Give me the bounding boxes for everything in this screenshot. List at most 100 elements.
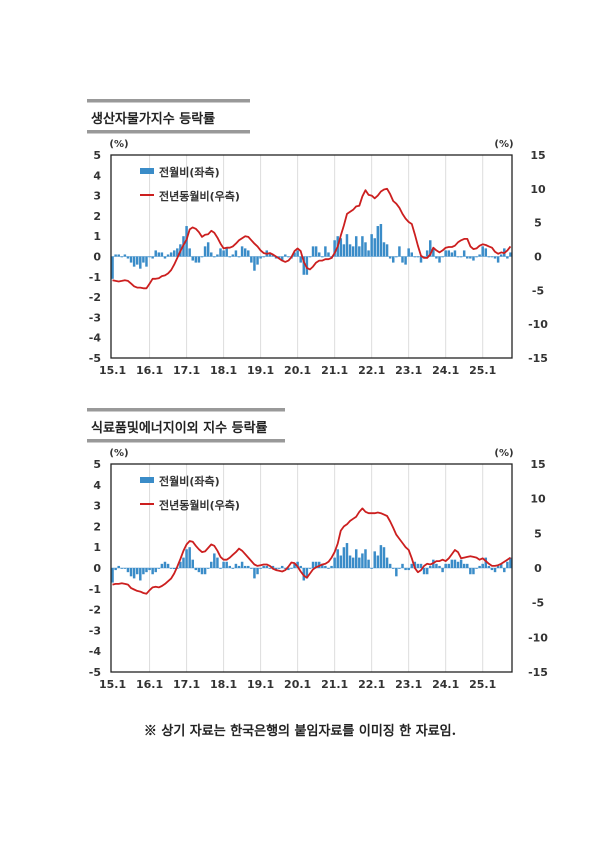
bar-mom <box>240 246 244 257</box>
bar-mom <box>268 568 272 569</box>
bar-mom <box>459 256 463 258</box>
bar-mom <box>176 248 179 257</box>
bar-mom <box>111 256 114 279</box>
left-tick-label: 3 <box>93 190 101 203</box>
bar-mom <box>447 563 451 568</box>
left-tick-label: -5 <box>89 666 101 679</box>
bar-mom <box>333 557 336 568</box>
bar-mom <box>469 568 472 575</box>
bar-mom <box>259 256 262 259</box>
bar-mom <box>179 561 182 568</box>
x-tick-label: 19.1 <box>247 678 274 691</box>
x-tick-label: 21.1 <box>321 364 348 377</box>
bar-mom <box>438 256 441 263</box>
left-tick-label: 3 <box>93 500 101 513</box>
bar-mom <box>256 568 259 575</box>
bar-mom <box>160 563 164 568</box>
right-tick-label: -10 <box>528 631 548 644</box>
bar-mom <box>210 561 213 568</box>
right-tick-label: 15 <box>530 458 545 471</box>
title-rule-top <box>87 408 285 412</box>
right-tick-label: 5 <box>534 527 542 540</box>
bar-mom <box>379 224 383 257</box>
bar-mom <box>191 256 194 261</box>
bar-mom <box>358 557 361 568</box>
x-tick-label: 15.1 <box>99 364 126 377</box>
left-tick-label: -3 <box>89 624 101 637</box>
bar-mom <box>317 252 321 257</box>
bar-mom <box>382 242 386 257</box>
bar-mom <box>388 563 392 568</box>
bar-mom <box>395 568 398 577</box>
right-tick-label: 0 <box>534 251 542 264</box>
bar-mom <box>317 561 321 568</box>
left-tick-label: -4 <box>89 645 102 658</box>
bar-mom <box>509 557 512 568</box>
bar-mom <box>456 561 460 568</box>
bar-mom <box>462 563 466 568</box>
bar-mom <box>139 568 142 581</box>
bar-mom <box>419 563 423 568</box>
bar-mom <box>243 248 247 257</box>
bar-mom <box>216 254 219 257</box>
bar-mom <box>459 559 463 568</box>
bar-mom <box>499 563 503 568</box>
bar-mom <box>216 557 219 568</box>
bar-mom <box>487 565 491 568</box>
bar-mom <box>475 568 478 569</box>
bar-mom <box>231 568 235 569</box>
bar-mom <box>379 545 383 568</box>
bar-mom <box>142 568 145 575</box>
bar-mom <box>472 256 475 261</box>
bar-mom <box>225 248 228 257</box>
bar-mom <box>490 256 494 258</box>
bar-mom <box>336 549 339 568</box>
bar-mom <box>469 256 472 259</box>
legend-label: 전월비(좌측) <box>159 474 220 488</box>
bar-mom <box>132 256 136 267</box>
bar-mom <box>327 568 330 569</box>
bar-mom <box>284 254 287 257</box>
bar-mom <box>200 568 204 575</box>
bar-mom <box>314 561 318 568</box>
legend: 전월비(좌측) 전년동월비(우측) <box>140 165 240 203</box>
bar-mom <box>185 549 188 568</box>
bar-mom <box>194 256 198 263</box>
bar-mom <box>154 250 157 257</box>
bar-mom <box>120 568 124 569</box>
bar-mom <box>401 563 404 568</box>
bar-mom <box>135 256 139 265</box>
bar-mom <box>453 250 457 257</box>
bar-mom <box>392 256 395 263</box>
bar-mom <box>425 568 429 575</box>
bar-mom <box>435 256 438 259</box>
bar-mom <box>398 246 401 257</box>
bar-mom <box>114 568 117 571</box>
bar-mom <box>401 256 404 263</box>
bar-mom <box>509 252 512 257</box>
bar-mom <box>438 565 441 568</box>
bar-mom <box>462 250 466 257</box>
x-tick-label: 24.1 <box>432 678 459 691</box>
bar-mom <box>425 250 429 257</box>
bar-mom <box>139 256 142 269</box>
bar-mom <box>228 565 231 568</box>
bar-mom <box>361 553 364 568</box>
right-tick-label: 0 <box>534 562 542 575</box>
bar-mom <box>256 256 259 265</box>
bar-mom <box>213 553 216 568</box>
bar-mom <box>117 254 120 257</box>
bar-mom <box>435 563 438 568</box>
bar-mom <box>478 254 481 257</box>
bar-mom <box>456 256 460 258</box>
right-tick-label: -15 <box>528 666 548 679</box>
left-tick-label: 0 <box>93 251 101 264</box>
bar-mom <box>444 250 447 257</box>
title-rule-bottom <box>87 130 250 134</box>
bar-mom <box>308 256 312 258</box>
bar-mom <box>490 568 494 571</box>
bar-mom <box>188 547 191 568</box>
line-yoy <box>112 187 512 290</box>
x-tick-label: 24.1 <box>432 364 459 377</box>
left-tick-label: 2 <box>93 520 101 533</box>
